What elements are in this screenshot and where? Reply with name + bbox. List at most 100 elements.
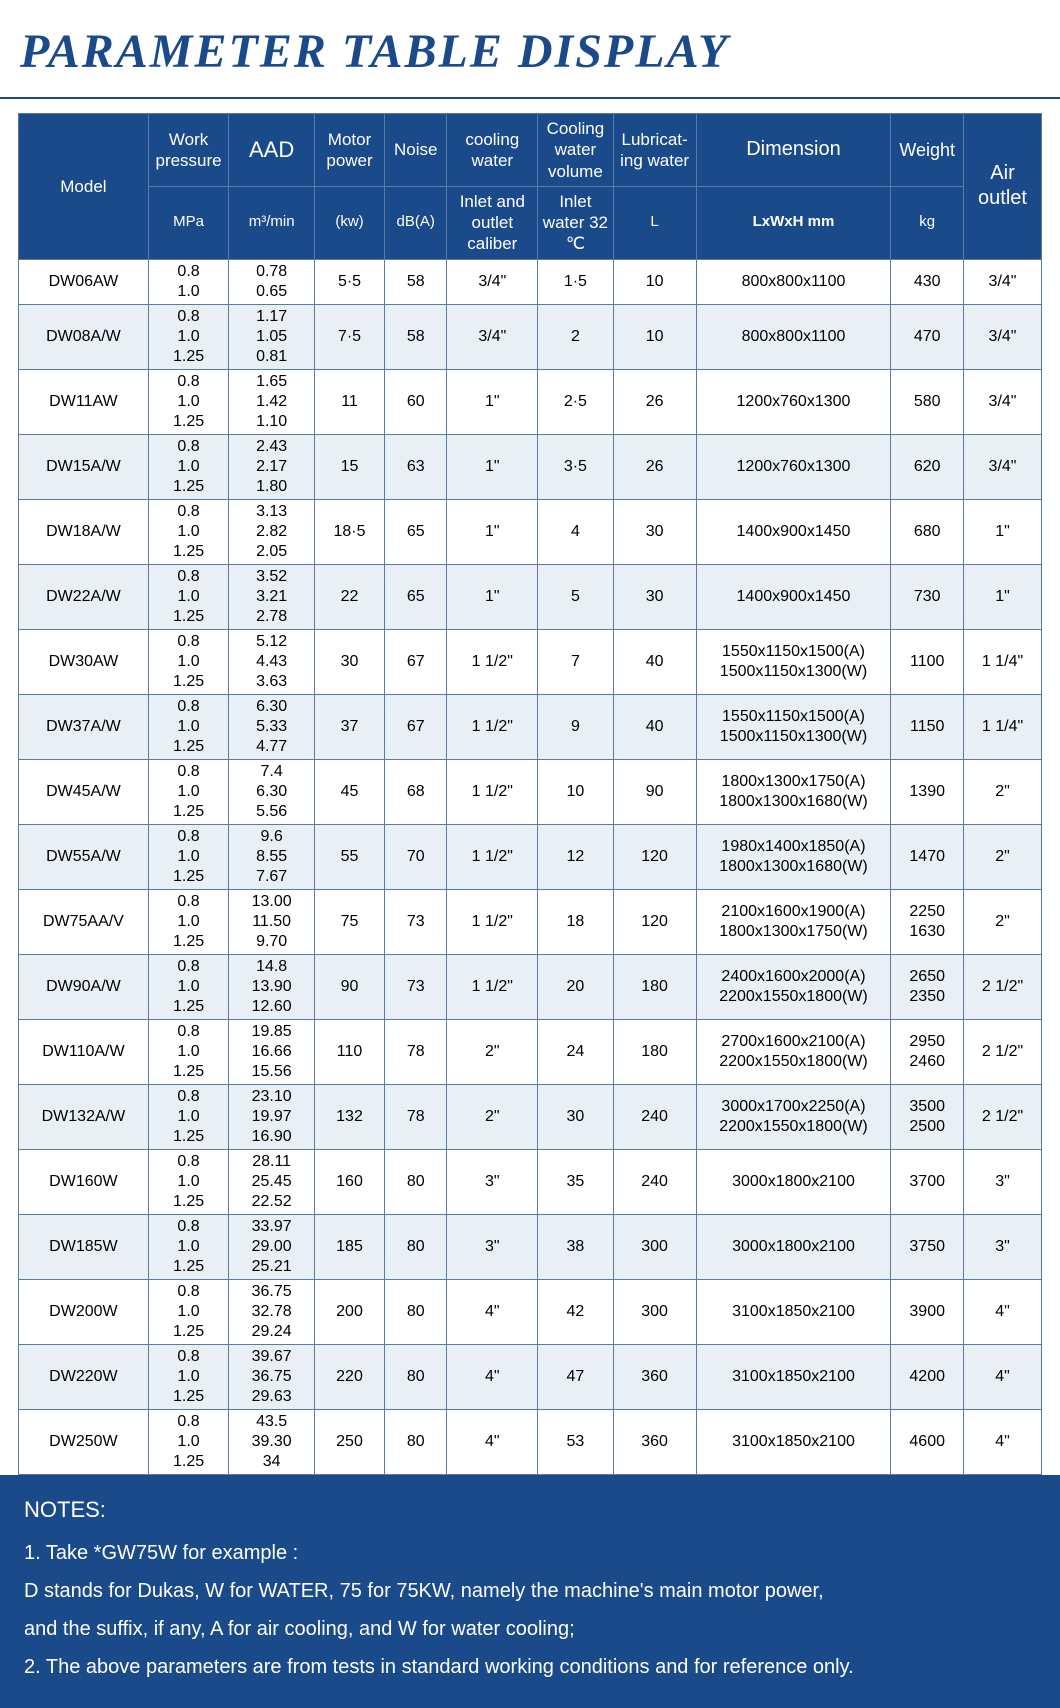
cell-aad: 3.52 3.21 2.78	[229, 564, 315, 629]
cell-lubricating: 26	[613, 434, 696, 499]
cell-dimension: 1400x900x1450	[696, 499, 891, 564]
cell-noise: 78	[385, 1084, 447, 1149]
cell-cooling-water-volume: 47	[538, 1344, 613, 1409]
cell-aad: 39.67 36.75 29.63	[229, 1344, 315, 1409]
cell-cooling-water-volume: 35	[538, 1149, 613, 1214]
cell-aad: 5.12 4.43 3.63	[229, 629, 315, 694]
notes-line-3: and the suffix, if any, A for air coolin…	[24, 1610, 1036, 1648]
cell-aad: 14.8 13.90 12.60	[229, 954, 315, 1019]
cell-cooling-water: 4"	[447, 1344, 538, 1409]
cell-dimension: 1200x760x1300	[696, 434, 891, 499]
table-row: DW45A/W0.8 1.0 1.257.4 6.30 5.5645681 1/…	[19, 759, 1042, 824]
cell-cooling-water: 1 1/2"	[447, 889, 538, 954]
notes-line-1: 1. Take *GW75W for example :	[24, 1534, 1036, 1572]
cell-weight: 1390	[891, 759, 964, 824]
cell-noise: 78	[385, 1019, 447, 1084]
cell-cooling-water-volume: 53	[538, 1409, 613, 1474]
cell-noise: 80	[385, 1344, 447, 1409]
cell-noise: 60	[385, 369, 447, 434]
cell-weight: 2650 2350	[891, 954, 964, 1019]
cell-dimension: 800x800x1100	[696, 304, 891, 369]
cell-dimension: 3000x1800x2100	[696, 1214, 891, 1279]
th-cooling-water-volume: Cooling water volume	[538, 114, 613, 187]
cell-weight: 3500 2500	[891, 1084, 964, 1149]
cell-motor-power: 132	[314, 1084, 384, 1149]
th-dimension: Dimension	[696, 114, 891, 187]
cell-model: DW90A/W	[19, 954, 149, 1019]
cell-dimension: 1980x1400x1850(A) 1800x1300x1680(W)	[696, 824, 891, 889]
cell-noise: 80	[385, 1409, 447, 1474]
cell-aad: 28.11 25.45 22.52	[229, 1149, 315, 1214]
cell-air-outlet: 3/4"	[964, 304, 1042, 369]
cell-model: DW220W	[19, 1344, 149, 1409]
table-row: DW220W0.8 1.0 1.2539.67 36.75 29.6322080…	[19, 1344, 1042, 1409]
parameter-table-wrap: Model Work pressure AAD Motor power Nois…	[0, 113, 1060, 1475]
cell-motor-power: 200	[314, 1279, 384, 1344]
th-work-pressure: Work pressure	[148, 114, 228, 187]
cell-lubricating: 10	[613, 259, 696, 304]
cell-model: DW11AW	[19, 369, 149, 434]
cell-lubricating: 26	[613, 369, 696, 434]
cell-lubricating: 120	[613, 824, 696, 889]
cell-cooling-water-volume: 24	[538, 1019, 613, 1084]
th-cooling-water-volume-sub: Inlet water 32 ℃	[538, 186, 613, 259]
cell-noise: 73	[385, 889, 447, 954]
cell-model: DW110A/W	[19, 1019, 149, 1084]
cell-cooling-water-volume: 3·5	[538, 434, 613, 499]
cell-cooling-water-volume: 12	[538, 824, 613, 889]
th-aad-unit: m³/min	[229, 186, 315, 259]
cell-motor-power: 90	[314, 954, 384, 1019]
cell-aad: 7.4 6.30 5.56	[229, 759, 315, 824]
cell-cooling-water: 3"	[447, 1214, 538, 1279]
th-cooling-water-sub: Inlet and outlet caliber	[447, 186, 538, 259]
cell-work-pressure: 0.8 1.0 1.25	[148, 499, 228, 564]
cell-motor-power: 250	[314, 1409, 384, 1474]
th-weight-unit: kg	[891, 186, 964, 259]
cell-motor-power: 220	[314, 1344, 384, 1409]
cell-noise: 73	[385, 954, 447, 1019]
table-row: DW11AW0.8 1.0 1.251.65 1.42 1.1011601"2·…	[19, 369, 1042, 434]
cell-lubricating: 120	[613, 889, 696, 954]
cell-motor-power: 7·5	[314, 304, 384, 369]
cell-model: DW132A/W	[19, 1084, 149, 1149]
cell-cooling-water: 1"	[447, 434, 538, 499]
cell-work-pressure: 0.8 1.0	[148, 259, 228, 304]
cell-cooling-water: 4"	[447, 1279, 538, 1344]
table-row: DW08A/W0.8 1.0 1.251.17 1.05 0.817·5583/…	[19, 304, 1042, 369]
cell-air-outlet: 2 1/2"	[964, 954, 1042, 1019]
page-title: PARAMETER TABLE DISPLAY	[0, 0, 1060, 99]
cell-cooling-water-volume: 1·5	[538, 259, 613, 304]
cell-aad: 9.6 8.55 7.67	[229, 824, 315, 889]
cell-model: DW250W	[19, 1409, 149, 1474]
th-cooling-water: cooling water	[447, 114, 538, 187]
cell-lubricating: 360	[613, 1344, 696, 1409]
cell-cooling-water: 3/4"	[447, 304, 538, 369]
cell-dimension: 800x800x1100	[696, 259, 891, 304]
cell-cooling-water: 1 1/2"	[447, 629, 538, 694]
cell-model: DW15A/W	[19, 434, 149, 499]
cell-noise: 58	[385, 259, 447, 304]
cell-air-outlet: 1 1/4"	[964, 694, 1042, 759]
cell-air-outlet: 2"	[964, 889, 1042, 954]
cell-model: DW55A/W	[19, 824, 149, 889]
cell-noise: 65	[385, 564, 447, 629]
cell-cooling-water: 1 1/2"	[447, 694, 538, 759]
cell-aad: 0.78 0.65	[229, 259, 315, 304]
cell-work-pressure: 0.8 1.0 1.25	[148, 889, 228, 954]
table-body: DW06AW0.8 1.00.78 0.655·5583/4"1·510800x…	[19, 259, 1042, 1474]
table-row: DW22A/W0.8 1.0 1.253.52 3.21 2.7822651"5…	[19, 564, 1042, 629]
table-row: DW06AW0.8 1.00.78 0.655·5583/4"1·510800x…	[19, 259, 1042, 304]
cell-noise: 68	[385, 759, 447, 824]
notes-line-4: 2. The above parameters are from tests i…	[24, 1648, 1036, 1686]
cell-work-pressure: 0.8 1.0 1.25	[148, 369, 228, 434]
cell-aad: 1.65 1.42 1.10	[229, 369, 315, 434]
cell-weight: 430	[891, 259, 964, 304]
cell-aad: 13.00 11.50 9.70	[229, 889, 315, 954]
cell-lubricating: 360	[613, 1409, 696, 1474]
cell-lubricating: 180	[613, 954, 696, 1019]
cell-aad: 1.17 1.05 0.81	[229, 304, 315, 369]
cell-weight: 580	[891, 369, 964, 434]
cell-cooling-water: 4"	[447, 1409, 538, 1474]
notes-line-2: D stands for Dukas, W for WATER, 75 for …	[24, 1572, 1036, 1610]
th-aad: AAD	[229, 114, 315, 187]
